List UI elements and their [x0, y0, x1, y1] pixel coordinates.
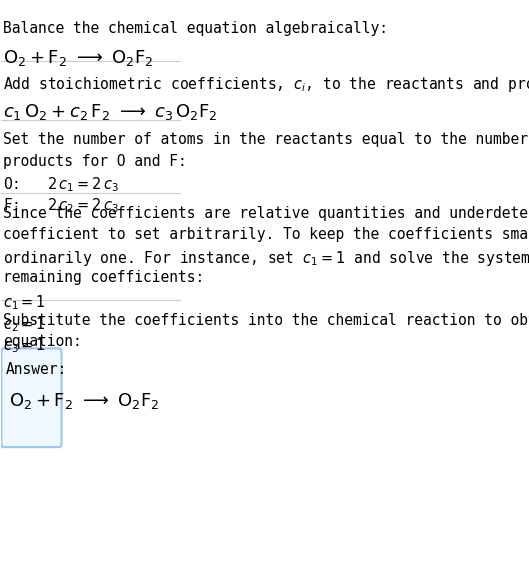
Text: coefficient to set arbitrarily. To keep the coefficients small, the arbitrary va: coefficient to set arbitrarily. To keep …	[3, 227, 529, 242]
Text: Balance the chemical equation algebraically:: Balance the chemical equation algebraica…	[3, 21, 388, 36]
Text: Answer:: Answer:	[6, 362, 67, 378]
Text: $c_3 = 1$: $c_3 = 1$	[3, 337, 46, 356]
Text: remaining coefficients:: remaining coefficients:	[3, 270, 204, 285]
Text: $\mathrm{O_2 + F_2\ \longrightarrow\ O_2F_2}$: $\mathrm{O_2 + F_2\ \longrightarrow\ O_2…	[3, 48, 154, 68]
Text: $\mathrm{O_2 + F_2\ \longrightarrow\ O_2F_2}$: $\mathrm{O_2 + F_2\ \longrightarrow\ O_2…	[8, 391, 159, 411]
Text: Substitute the coefficients into the chemical reaction to obtain the balanced: Substitute the coefficients into the che…	[3, 313, 529, 328]
Text: $c_1\,\mathrm{O_2} + c_2\,\mathrm{F_2}\ \longrightarrow\ c_3\,\mathrm{O_2F_2}$: $c_1\,\mathrm{O_2} + c_2\,\mathrm{F_2}\ …	[3, 102, 218, 122]
Text: Since the coefficients are relative quantities and underdetermined, choose a: Since the coefficients are relative quan…	[3, 206, 529, 221]
Text: F:   $2\,c_2 = 2\,c_3$: F: $2\,c_2 = 2\,c_3$	[3, 197, 119, 215]
Text: O:   $2\,c_1 = 2\,c_3$: O: $2\,c_1 = 2\,c_3$	[3, 175, 119, 194]
Text: $c_1 = 1$: $c_1 = 1$	[3, 294, 46, 312]
Text: ordinarily one. For instance, set $c_1 = 1$ and solve the system of equations fo: ordinarily one. For instance, set $c_1 =…	[3, 248, 529, 268]
Text: products for O and F:: products for O and F:	[3, 154, 187, 169]
FancyBboxPatch shape	[2, 348, 61, 447]
Text: Set the number of atoms in the reactants equal to the number of atoms in the: Set the number of atoms in the reactants…	[3, 132, 529, 147]
Text: equation:: equation:	[3, 335, 82, 349]
Text: Add stoichiometric coefficients, $c_i$, to the reactants and products:: Add stoichiometric coefficients, $c_i$, …	[3, 75, 529, 94]
Text: $c_2 = 1$: $c_2 = 1$	[3, 315, 46, 334]
